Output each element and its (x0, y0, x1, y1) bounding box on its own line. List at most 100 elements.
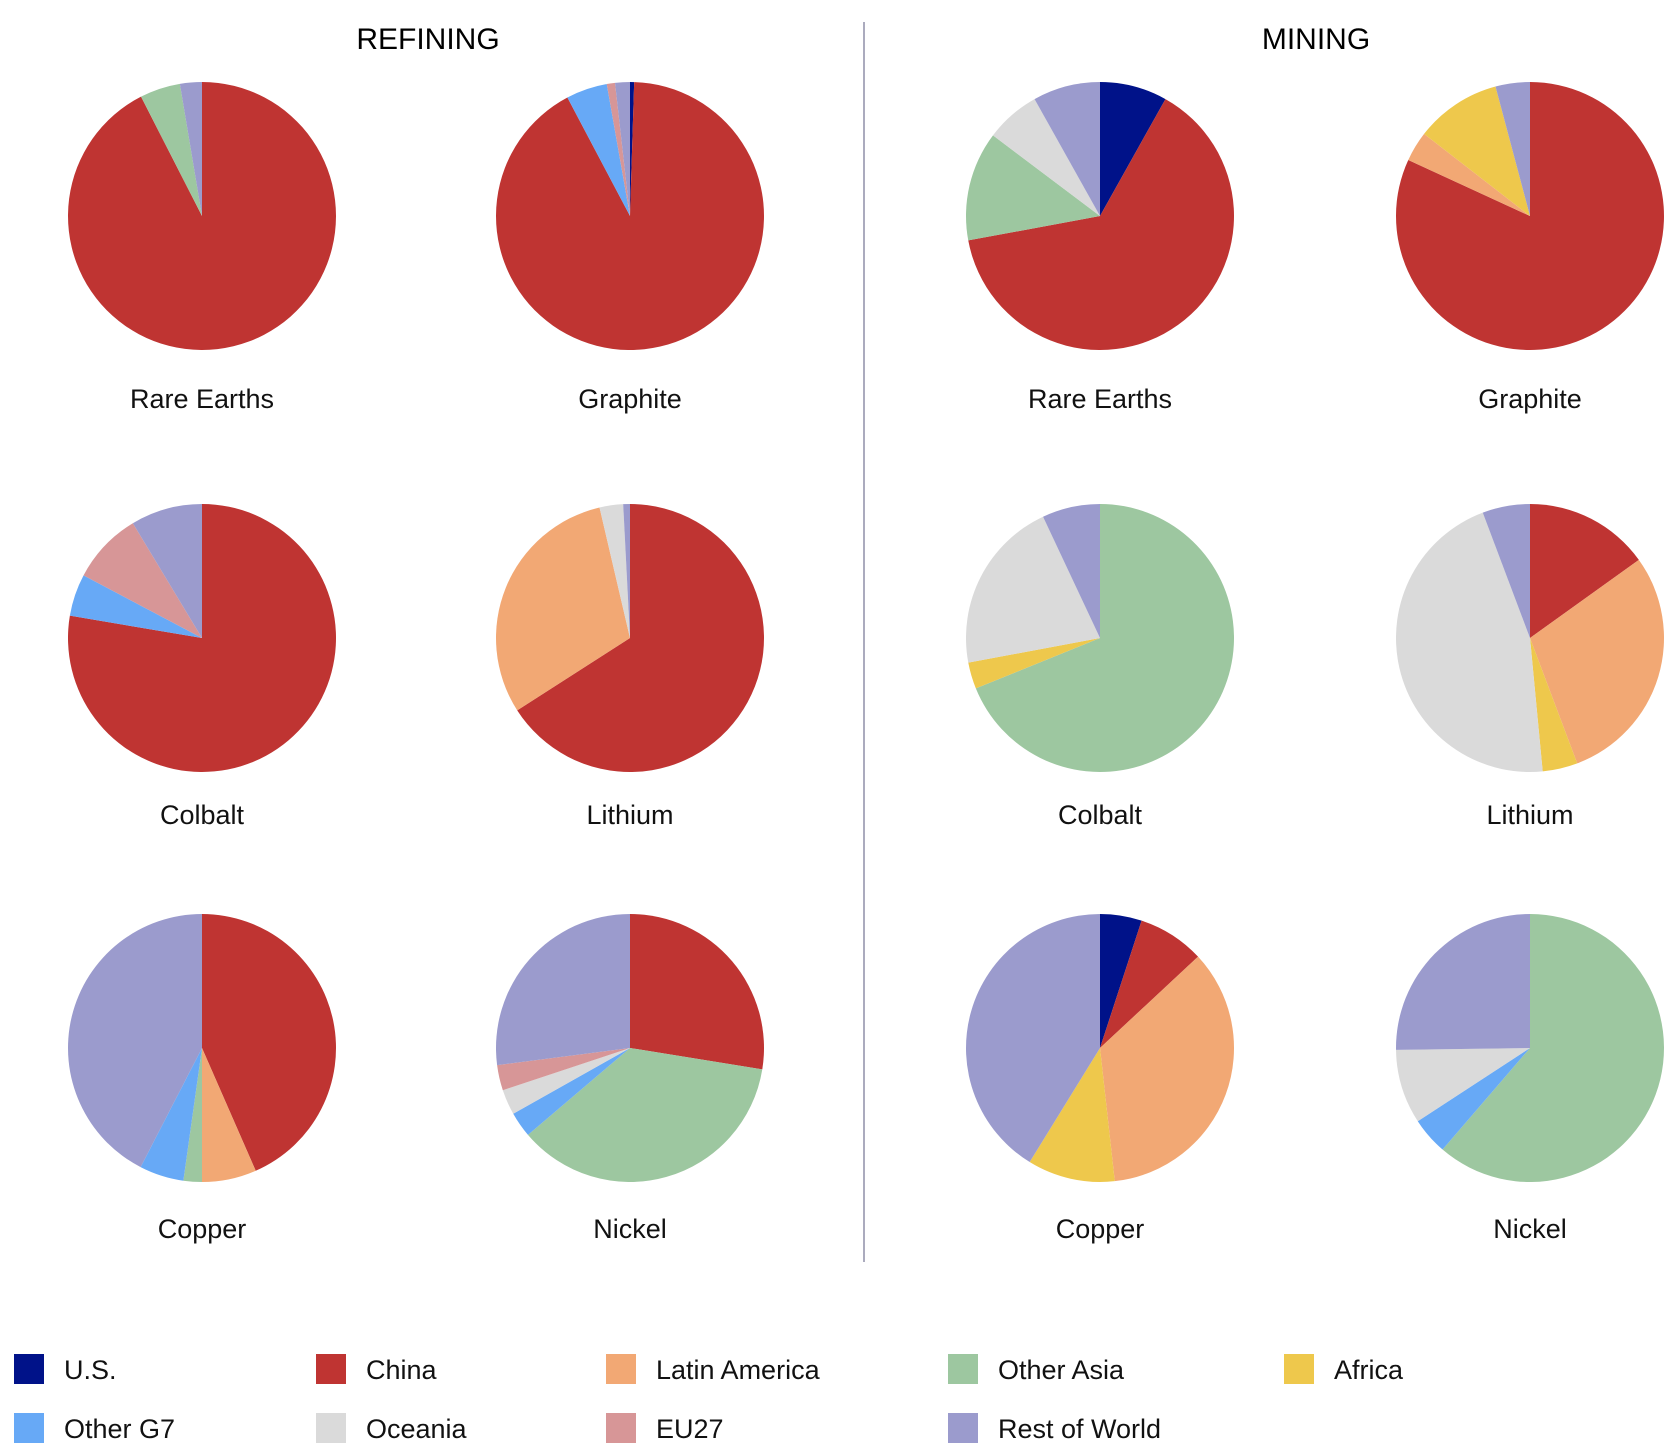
legend-swatch-other-asia (948, 1354, 978, 1384)
refining-nickel-slice-other-asia (527, 1048, 763, 1182)
refining-nickel-slice-other-g7 (513, 1048, 630, 1135)
refining-copper-slice-rest-of-world (67, 914, 203, 1168)
mining-lithium-slice-oceania (1395, 512, 1543, 773)
refining-colbalt-slice-china (67, 504, 336, 773)
refining-copper-slice-latin-america (202, 1048, 256, 1182)
mining-lithium-pie: Lithium (1395, 504, 1664, 830)
mining-lithium-slice-latin-america (1530, 559, 1664, 764)
refining-colbalt-slice-rest-of-world (132, 504, 202, 638)
legend-item-africa: Africa (1284, 1354, 1404, 1385)
legend-label-africa: Africa (1334, 1355, 1404, 1385)
legend-swatch-china (316, 1354, 346, 1384)
refining-nickel-slice-rest-of-world (496, 914, 630, 1066)
legend-label-u-s: U.S. (64, 1355, 117, 1385)
refining-rare-earths-pie: Rare Earths (68, 82, 337, 414)
refining-graphite-slice-u-s (630, 82, 635, 216)
refining-lithium-label: Lithium (586, 800, 673, 830)
mining-lithium-label: Lithium (1486, 800, 1573, 830)
legend-label-latin-america: Latin America (656, 1355, 821, 1385)
refining-graphite-pie: Graphite (495, 82, 764, 414)
mining-rare-earths-slice-other-asia (966, 135, 1100, 241)
refining-graphite-slice-other-g7 (567, 84, 630, 216)
legend-item-rest-of-world: Rest of World (948, 1413, 1161, 1444)
mining-lithium-slice-rest-of-world (1482, 504, 1530, 638)
section-title-mining: MINING (1262, 23, 1370, 56)
mining-graphite-slice-rest-of-world (1495, 82, 1530, 216)
refining-colbalt-label: Colbalt (160, 800, 245, 830)
mining-nickel-slice-oceania (1396, 1048, 1530, 1122)
mining-nickel-slice-other-g7 (1417, 1048, 1530, 1150)
refining-lithium-slice-china (517, 504, 765, 773)
mining-copper-slice-latin-america (1100, 956, 1234, 1182)
legend-item-oceania: Oceania (316, 1413, 468, 1444)
mining-colbalt-slice-oceania (965, 516, 1100, 663)
mining-graphite-slice-china (1396, 82, 1664, 351)
refining-nickel-slice-china (630, 914, 764, 1070)
mining-colbalt-slice-africa (968, 638, 1100, 689)
mining-colbalt-label: Colbalt (1058, 800, 1143, 830)
refining-lithium-pie: Lithium (496, 504, 765, 830)
section-title-refining: REFINING (356, 23, 499, 56)
refining-lithium-slice-latin-america (496, 507, 630, 711)
refining-copper-label: Copper (158, 1214, 247, 1244)
refining-lithium-slice-rest-of-world (623, 504, 630, 638)
mining-colbalt-slice-rest-of-world (1043, 504, 1100, 638)
legend-item-other-g7: Other G7 (14, 1413, 175, 1444)
refining-copper-pie: Copper (67, 914, 337, 1244)
legend: U.S. China Latin America Other Asia Africa Ot… (14, 1354, 1404, 1444)
mining-rare-earths-pie: Rare Earths (966, 82, 1234, 414)
legend-item-latin-america: Latin America (606, 1354, 821, 1385)
legend-swatch-latin-america (606, 1354, 636, 1384)
refining-copper-slice-other-asia (183, 1048, 202, 1182)
mining-nickel-label: Nickel (1493, 1214, 1567, 1244)
mining-rare-earths-label: Rare Earths (1028, 384, 1172, 414)
refining-rare-earths-slice-other-asia (141, 83, 202, 216)
mining-colbalt-slice-other-asia (975, 504, 1234, 772)
mining-graphite-slice-africa (1424, 86, 1530, 216)
mining-graphite-label: Graphite (1478, 384, 1582, 414)
mining-copper-slice-china (1100, 920, 1199, 1048)
legend-item-china: China (316, 1354, 438, 1385)
mining-nickel-slice-other-asia (1442, 914, 1665, 1183)
refining-nickel-label: Nickel (593, 1214, 667, 1244)
mining-rare-earths-slice-rest-of-world (1034, 82, 1100, 216)
refining-rare-earths-slice-rest-of-world (179, 82, 202, 216)
refining-copper-slice-other-g7 (140, 1048, 202, 1181)
legend-label-china: China (366, 1355, 438, 1385)
legend-label-other-g7: Other G7 (64, 1414, 175, 1444)
refining-rare-earths-label: Rare Earths (130, 384, 274, 414)
refining-colbalt-slice-other-g7 (69, 575, 203, 638)
legend-swatch-rest-of-world (948, 1413, 978, 1443)
refining-graphite-slice-china (495, 82, 764, 351)
legend-swatch-oceania (316, 1413, 346, 1443)
mining-rare-earths-slice-u-s (1100, 82, 1166, 216)
mining-graphite-pie: Graphite (1396, 82, 1664, 414)
legend-swatch-u-s (14, 1354, 44, 1384)
legend-swatch-africa (1284, 1354, 1314, 1384)
mining-lithium-slice-africa (1530, 638, 1578, 772)
mining-graphite-slice-latin-america (1408, 133, 1530, 216)
mining-nickel-pie: Nickel (1396, 914, 1665, 1244)
refining-graphite-slice-rest-of-world (614, 82, 630, 216)
legend-swatch-other-g7 (14, 1413, 44, 1443)
refining-nickel-pie: Nickel (496, 914, 764, 1244)
mining-nickel-slice-rest-of-world (1396, 914, 1530, 1050)
legend-item-eu27: EU27 (606, 1413, 724, 1444)
legend-label-eu27: EU27 (656, 1414, 724, 1444)
refining-colbalt-pie: Colbalt (67, 504, 336, 830)
mining-rare-earths-slice-oceania (992, 99, 1100, 216)
legend-swatch-eu27 (606, 1413, 636, 1443)
refining-graphite-label: Graphite (578, 384, 682, 414)
pies-group: Rare Earths Graphite Colbalt Lithium Copper N… (67, 82, 1665, 1244)
legend-label-rest-of-world: Rest of World (998, 1414, 1161, 1444)
mining-copper-slice-rest-of-world (965, 914, 1100, 1163)
mining-copper-pie: Copper (965, 914, 1234, 1244)
mining-copper-slice-africa (1029, 1048, 1115, 1182)
refining-lithium-slice-oceania (599, 504, 630, 638)
refining-rare-earths-slice-china (68, 82, 337, 351)
refining-graphite-slice-eu27 (606, 82, 630, 217)
legend-label-oceania: Oceania (366, 1414, 468, 1444)
legend-label-other-asia: Other Asia (998, 1355, 1125, 1385)
mining-colbalt-pie: Colbalt (965, 504, 1234, 830)
